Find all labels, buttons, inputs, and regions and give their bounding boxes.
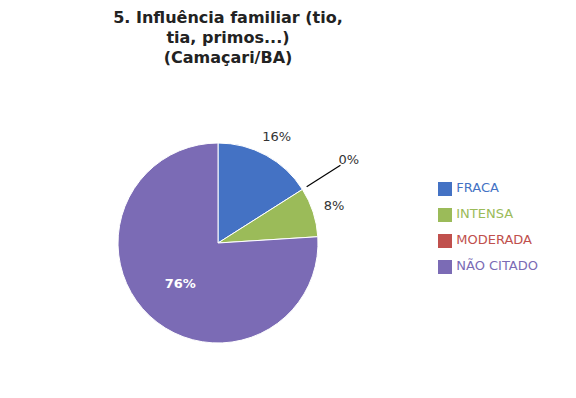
svg-text:76%: 76% (165, 276, 196, 291)
svg-text:16%: 16% (262, 129, 291, 144)
html-text:INTENSA: INTENSA (456, 206, 514, 221)
svg-text:0%: 0% (339, 152, 360, 167)
html-text:FRACA: FRACA (456, 180, 499, 195)
html-text:NÃO CITADO: NÃO CITADO (456, 258, 538, 273)
html-text:5. Influência familiar (tio, t: 5. Influência familiar (tio, tia, primos… (113, 8, 343, 67)
svg-text:8%: 8% (324, 198, 345, 213)
html-text:MODERADA: MODERADA (456, 232, 532, 247)
